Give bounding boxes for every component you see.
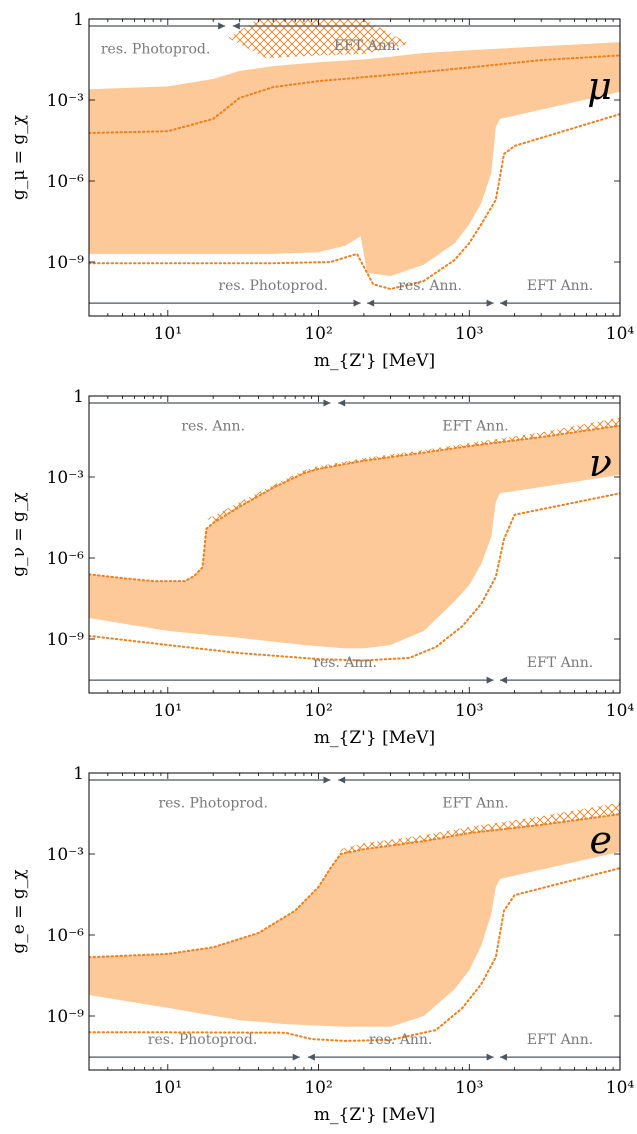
arrow-head-right (486, 676, 494, 684)
arrow-head-left (500, 299, 508, 307)
plot-area (89, 19, 620, 307)
region-label: EFT Ann. (527, 278, 593, 294)
axis-ticks (88, 18, 621, 316)
excluded-hatch-region (340, 802, 620, 854)
arrow-head-right (486, 299, 494, 307)
y-tick-label: 10⁻³ (47, 468, 84, 488)
arrow-head-right (486, 1053, 494, 1061)
dotted-boundary-lower (89, 867, 620, 1042)
x-tick-label: 10² (304, 324, 332, 344)
arrow-head-right (292, 1053, 300, 1061)
x-tick-label: 10¹ (154, 324, 182, 344)
region-label: EFT Ann. (334, 38, 400, 54)
y-tick-label: 10⁻⁶ (47, 926, 85, 946)
y-axis-label: g_e = g_χ (9, 869, 29, 953)
region-label: EFT Ann. (442, 419, 508, 435)
x-tick-label: 10¹ (154, 1078, 182, 1098)
arrow-head-right (323, 399, 331, 407)
dotted-boundary-lower (89, 113, 620, 291)
x-axis-label: m_{Z'} [MeV] (314, 728, 435, 748)
allowed-band (89, 42, 620, 277)
x-tick-label: 10³ (455, 324, 483, 344)
x-tick-label: 10⁴ (606, 1078, 635, 1098)
region-label: res. Ann. (313, 655, 377, 671)
panel-nu: 10¹ 10² 10³ 10⁴ 1 10⁻³ 10⁻⁶ 10⁻⁹ res. An… (9, 387, 634, 748)
region-label: res. Photoprod. (158, 796, 267, 812)
arrow-head-left (307, 1053, 315, 1061)
excluded-hatch-region (206, 417, 620, 523)
region-label: res. Photoprod. (148, 1032, 257, 1048)
x-axis-label: m_{Z'} [MeV] (314, 351, 435, 371)
panel-e: 10¹ 10² 10³ 10⁴ 1 10⁻³ 10⁻⁶ 10⁻⁹ res. Ph… (9, 764, 634, 1125)
region-label: res. Ann. (369, 1032, 433, 1048)
y-tick-label: 10⁻³ (47, 91, 84, 111)
dotted-boundary-upper (89, 54, 620, 134)
region-label: res. Photoprod. (101, 42, 210, 58)
axes-frame (88, 395, 621, 694)
arrow-head-left (500, 1053, 508, 1061)
y-tick-label: 1 (73, 387, 84, 407)
axis-ticks (88, 772, 621, 1070)
panel-letter: e (590, 818, 613, 862)
arrow-head-right (323, 776, 331, 784)
arrow-head-left (338, 399, 346, 407)
y-tick-label: 10⁻⁶ (47, 172, 85, 192)
arrow-head-left (338, 776, 346, 784)
x-axis-label: m_{Z'} [MeV] (314, 1105, 435, 1125)
x-tick-label: 10⁴ (606, 701, 635, 721)
plot-area (89, 776, 620, 1061)
plot-area (89, 399, 620, 684)
x-tick-label: 10³ (455, 701, 483, 721)
allowed-band (89, 814, 620, 1027)
arrow-head-left (232, 22, 240, 30)
y-tick-label: 10⁻⁶ (47, 549, 85, 569)
x-tick-label: 10² (304, 701, 332, 721)
allowed-band (89, 425, 620, 649)
panel-mu: 10¹ 10² 10³ 10⁴ 1 10⁻³ 10⁻⁶ 10⁻⁹ res. Ph… (9, 10, 634, 371)
excluded-hatch-region (227, 19, 410, 59)
y-tick-label: 10⁻⁹ (47, 253, 85, 273)
dotted-boundary-upper (89, 813, 620, 959)
y-axis-label: g_μ = g_χ (9, 115, 29, 200)
region-label: res. Ann. (398, 278, 462, 294)
y-axis-label: g_ν = g_χ (9, 492, 29, 576)
y-tick-label: 1 (73, 764, 84, 784)
x-tick-label: 10² (304, 1078, 332, 1098)
y-tick-label: 10⁻⁹ (47, 630, 85, 650)
region-label: res. Ann. (181, 419, 245, 435)
dotted-boundary-lower (89, 492, 620, 662)
region-label: EFT Ann. (442, 796, 508, 812)
arrow-head-right (353, 299, 361, 307)
axes-frame (88, 18, 621, 317)
arrow-head-left (500, 676, 508, 684)
panel-letter: ν (589, 441, 612, 485)
x-tick-label: 10³ (455, 1078, 483, 1098)
region-label: EFT Ann. (527, 655, 593, 671)
x-tick-label: 10⁴ (606, 324, 635, 344)
axis-ticks (88, 395, 621, 693)
arrow-head-left (367, 299, 375, 307)
panel-letter: μ (587, 64, 612, 108)
y-tick-label: 10⁻³ (47, 845, 84, 865)
region-label: res. Photoprod. (218, 278, 327, 294)
y-tick-label: 10⁻⁹ (47, 1007, 85, 1027)
arrow-head-right (218, 22, 226, 30)
dotted-boundary-upper (89, 424, 620, 583)
axes-frame (88, 772, 621, 1071)
region-label: EFT Ann. (527, 1032, 593, 1048)
y-tick-label: 1 (73, 10, 84, 30)
x-tick-label: 10¹ (154, 701, 182, 721)
